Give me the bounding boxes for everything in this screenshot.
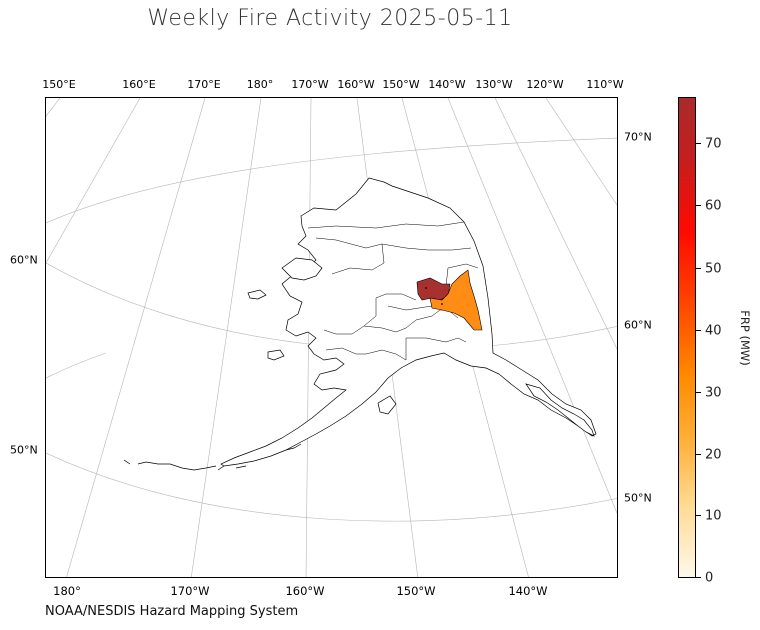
top-tick-140w: 140°W [428,78,466,91]
map-canvas [46,98,617,577]
colorbar-label-0: 0 [705,570,714,586]
graticule-latitudes [46,137,617,522]
colorbar-label-30: 30 [705,385,722,401]
colorbar-title: FRP (MW) [738,310,752,366]
aleutian-chain [123,443,302,471]
colorbar-tick-mark [696,515,701,516]
bottom-tick-170w: 170°W [170,584,210,598]
top-tick-160e: 160°E [122,78,156,91]
nunivak-island [267,349,285,361]
top-tick-170e: 170°E [187,78,221,91]
colorbar-tick-mark [696,268,701,269]
map-title: Weekly Fire Activity 2025-05-11 [147,6,513,31]
colorbar [678,97,696,578]
fire-hotspots [425,287,443,305]
top-tick-180: 180° [246,78,274,91]
right-tick-50n: 50°N [624,491,652,505]
bottom-tick-150w: 150°W [396,584,436,598]
top-tick-130w: 130°W [475,78,513,91]
top-tick-150e: 150°E [42,78,76,91]
colorbar-label-70: 70 [705,136,722,152]
top-tick-170w: 170°W [291,78,329,91]
top-tick-160w: 160°W [337,78,375,91]
top-tick-110w: 110°W [586,78,624,91]
colorbar-tick-mark [696,454,701,455]
credit-text: NOAA/NESDIS Hazard Mapping System [45,604,299,619]
right-tick-70n: 70°N [624,130,652,144]
bottom-tick-160w: 160°W [285,584,325,598]
alaska-mainland [220,177,597,467]
southeast-panhandle [525,383,595,437]
right-tick-60n: 60°N [624,318,652,332]
colorbar-label-10: 10 [705,508,722,524]
left-tick-50n: 50°N [10,443,38,457]
left-tick-60n: 60°N [10,253,38,267]
colorbar-tick-mark [696,143,701,144]
st-lawrence-island [247,289,267,300]
kodiak-island [377,395,397,415]
colorbar-label-20: 20 [705,447,722,463]
alaska-landmass [123,177,597,471]
map-panel[interactable] [45,97,618,578]
top-tick-120w: 120°W [526,78,564,91]
colorbar-tick-mark [696,577,701,578]
bottom-tick-140w: 140°W [508,584,548,598]
colorbar-label-50: 50 [705,261,722,277]
top-tick-150w: 150°W [382,78,420,91]
fire-region-medium-frp[interactable] [429,269,483,331]
bottom-tick-180: 180° [53,584,81,598]
colorbar-tick-mark [696,205,701,206]
colorbar-label-40: 40 [705,323,722,339]
seward-peninsula [281,257,323,281]
colorbar-label-60: 60 [705,198,722,214]
colorbar-tick-mark [696,330,701,331]
colorbar-tick-mark [696,392,701,393]
